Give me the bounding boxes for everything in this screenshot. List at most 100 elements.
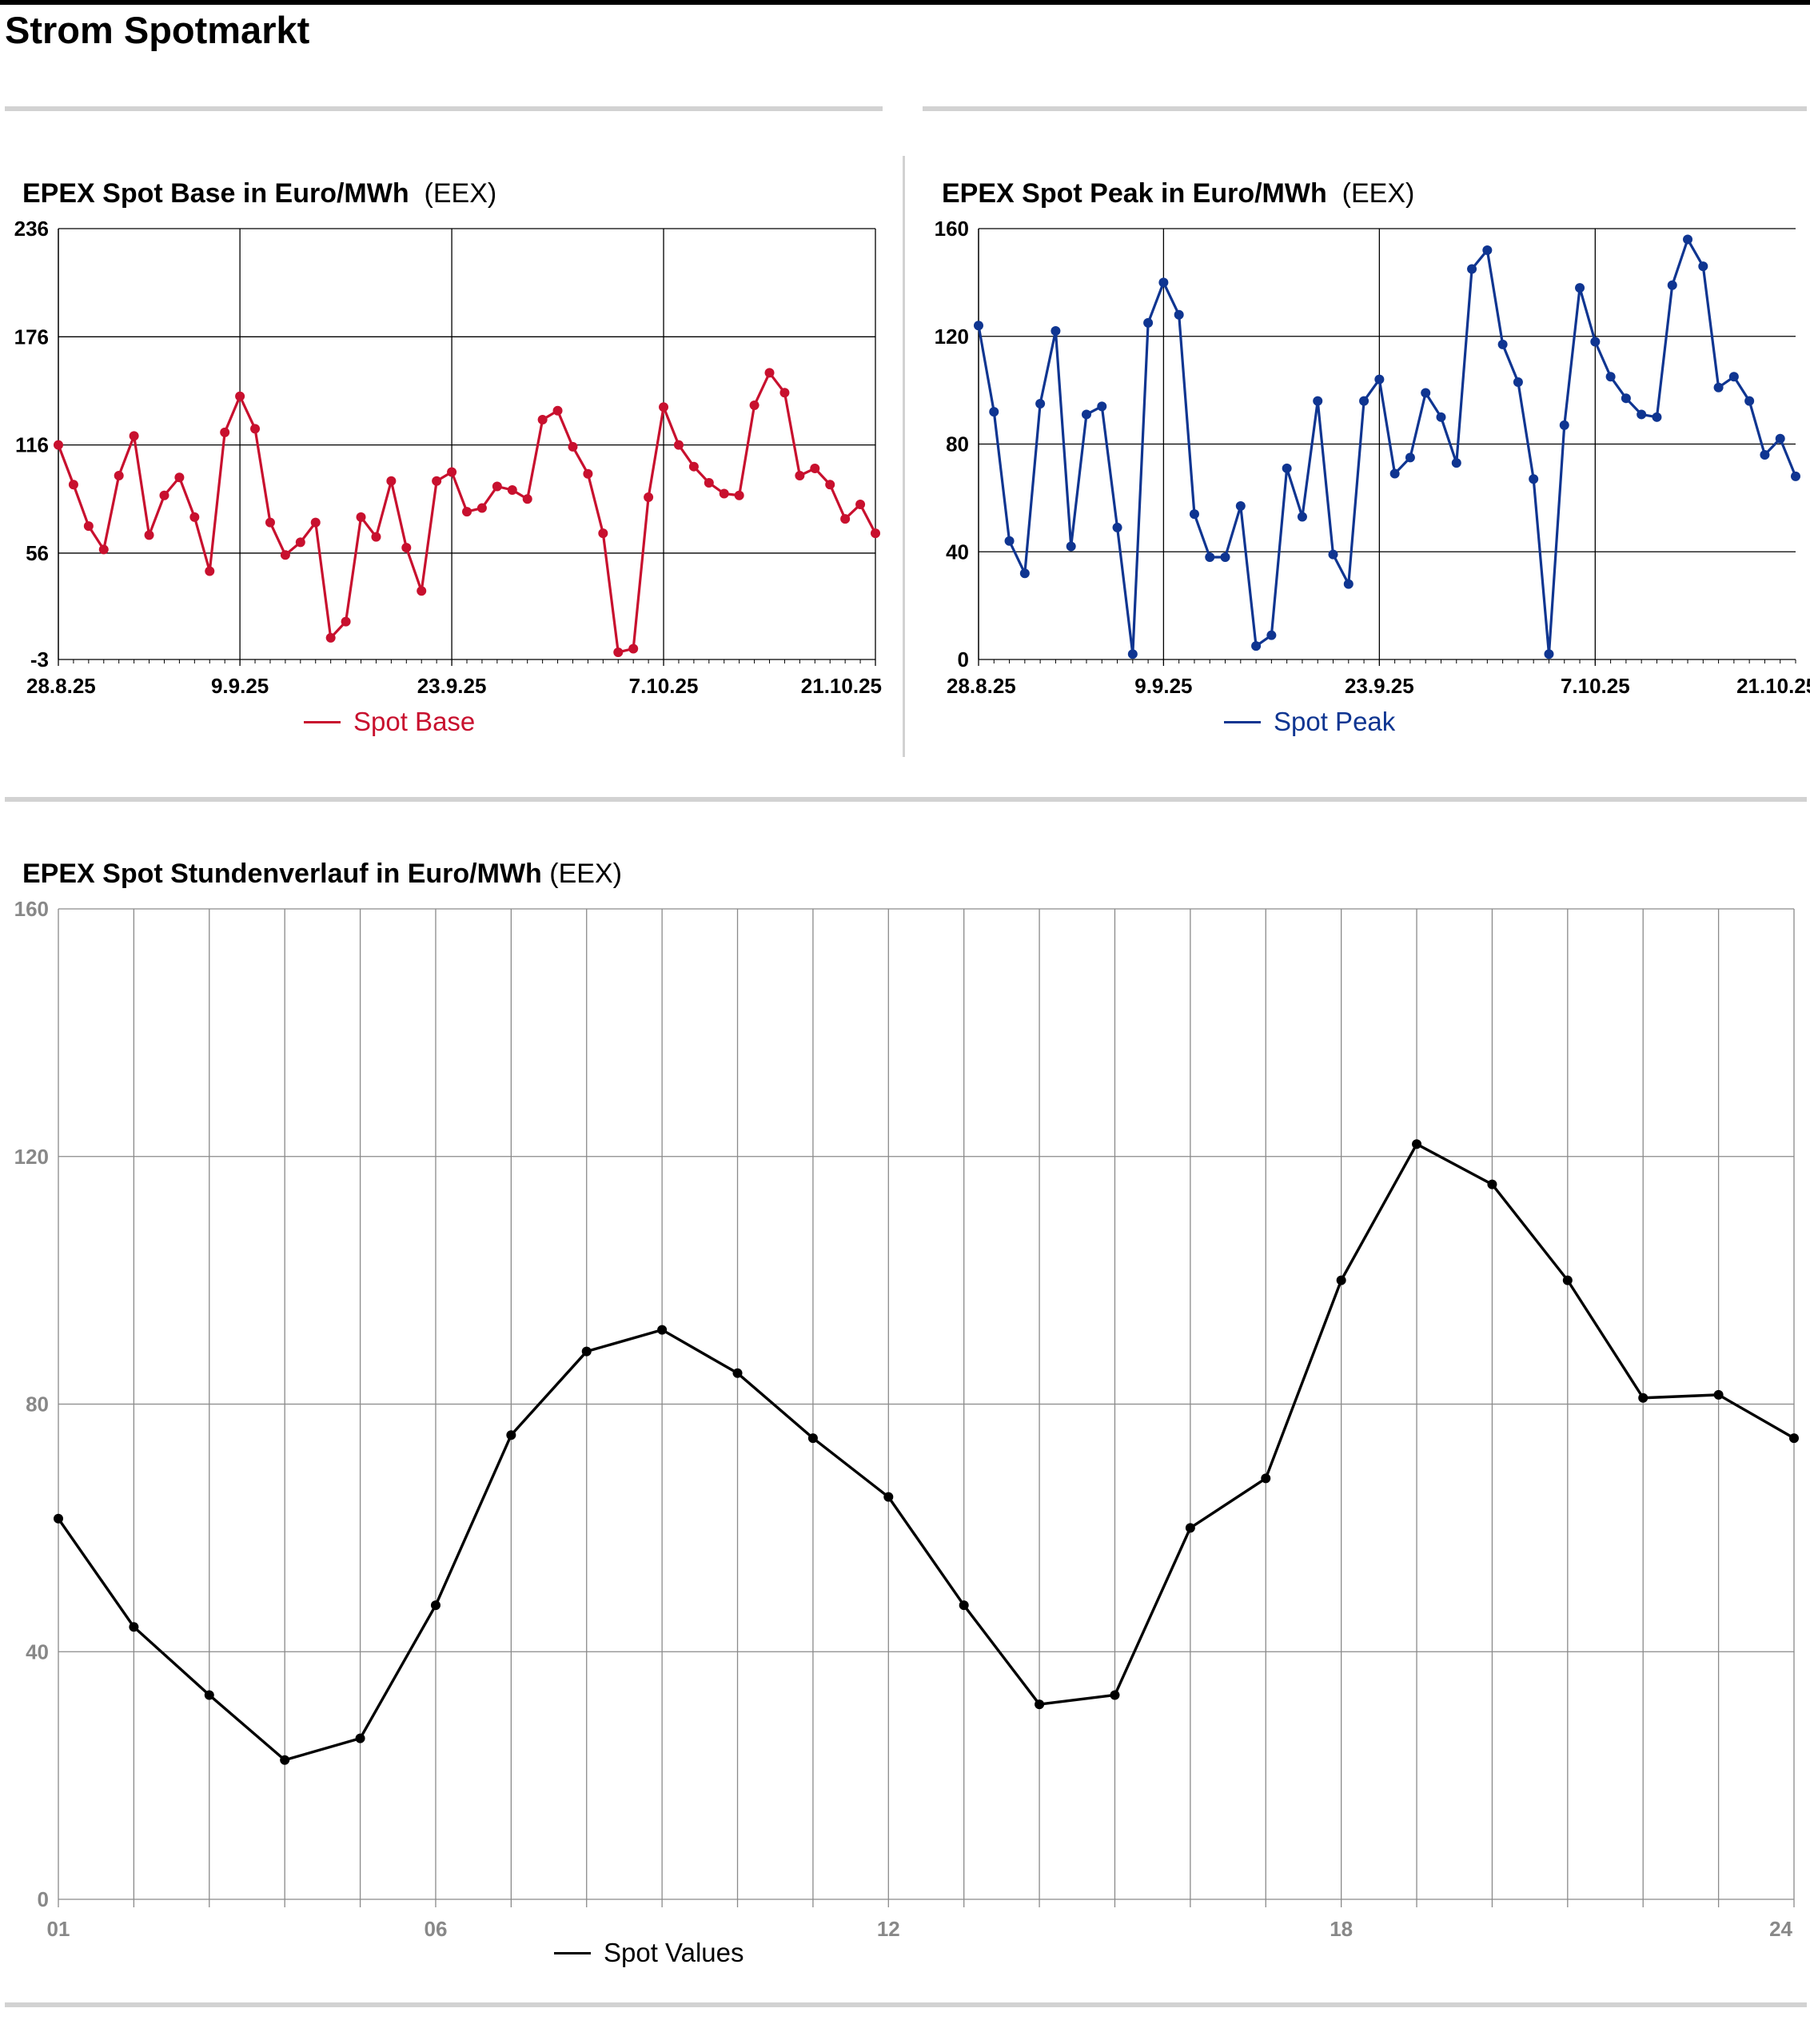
y-tick-label: 160 <box>14 897 49 921</box>
data-point <box>1487 1179 1497 1189</box>
y-tick-label: 40 <box>946 540 969 564</box>
data-point <box>1421 388 1431 398</box>
top-border <box>0 0 1810 5</box>
data-point <box>795 470 805 480</box>
data-point <box>83 521 94 532</box>
x-tick-label: 21.10.25 <box>1736 674 1810 698</box>
data-point <box>1374 374 1385 384</box>
x-tick-label: 9.9.25 <box>211 674 269 698</box>
legend-peak: Spot Peak <box>1224 707 1395 737</box>
data-point <box>235 391 245 401</box>
data-point <box>1004 536 1015 546</box>
data-point <box>552 405 563 416</box>
data-point <box>1336 1275 1346 1285</box>
y-tick-label: 176 <box>14 325 49 349</box>
data-point <box>1235 500 1246 511</box>
data-point <box>430 1600 441 1611</box>
legend-swatch <box>1224 720 1261 723</box>
data-point <box>688 461 699 472</box>
data-point <box>855 500 866 510</box>
y-tick-label: 40 <box>26 1640 49 1663</box>
data-point <box>355 1733 365 1743</box>
x-tick-label: 12 <box>877 1917 900 1941</box>
data-point <box>1158 277 1169 288</box>
legend-base: Spot Base <box>304 707 475 737</box>
data-point <box>1051 326 1061 337</box>
data-point <box>1436 412 1446 422</box>
data-point <box>462 507 472 517</box>
data-point <box>507 485 517 496</box>
chart-title-text: EPEX Spot Base in Euro/MWh <box>22 178 409 209</box>
chart-title-text: EPEX Spot Peak in Euro/MWh <box>942 178 1327 209</box>
data-point <box>598 528 608 539</box>
data-point <box>1359 396 1369 406</box>
data-point <box>568 441 578 452</box>
data-point <box>1467 264 1477 274</box>
y-tick-label: 120 <box>14 1145 49 1169</box>
data-point <box>1097 401 1107 412</box>
data-point <box>1112 522 1122 532</box>
data-point <box>250 424 261 434</box>
data-point <box>68 480 78 490</box>
data-point <box>1451 458 1461 468</box>
chart-source: (EEX) <box>549 859 622 889</box>
chart-title-peak: EPEX Spot Peak in Euro/MWh (EEX) <box>942 178 1414 209</box>
data-point <box>265 517 275 528</box>
data-point <box>1621 393 1631 404</box>
data-point <box>1389 468 1400 479</box>
data-point <box>581 1346 592 1357</box>
data-point <box>371 532 381 542</box>
data-point <box>1081 409 1091 420</box>
data-point <box>204 1690 214 1700</box>
data-point <box>356 512 366 522</box>
divider <box>5 2002 1807 2007</box>
data-point <box>659 402 669 412</box>
x-tick-label: 28.8.25 <box>26 674 96 698</box>
chart-title-base: EPEX Spot Base in Euro/MWh (EEX) <box>22 178 496 209</box>
data-point <box>492 481 502 492</box>
data-point <box>1728 372 1739 382</box>
data-point <box>295 537 305 548</box>
legend-swatch <box>304 720 341 723</box>
legend-label: Spot Base <box>353 707 476 736</box>
data-point <box>1110 1690 1120 1700</box>
data-point <box>583 468 593 479</box>
data-point <box>989 407 999 417</box>
data-point <box>476 503 487 513</box>
data-point <box>1189 509 1199 520</box>
data-point <box>401 543 412 553</box>
data-point <box>764 368 775 378</box>
data-point <box>220 427 230 437</box>
data-point <box>719 488 729 499</box>
data-point <box>1313 396 1323 406</box>
data-point <box>825 480 835 490</box>
x-tick-label: 28.8.25 <box>947 674 1016 698</box>
data-point <box>1405 452 1415 463</box>
data-point <box>114 470 124 480</box>
data-point <box>1266 630 1277 640</box>
data-point <box>959 1600 969 1611</box>
data-point <box>310 517 321 528</box>
data-point <box>779 388 790 398</box>
y-tick-label: 116 <box>15 433 49 457</box>
data-point <box>1127 649 1138 659</box>
data-point <box>1605 372 1616 382</box>
series-line <box>977 237 1797 655</box>
data-point <box>1328 549 1338 560</box>
y-tick-label: 160 <box>935 217 969 241</box>
data-point <box>447 467 457 477</box>
x-tick-label: 01 <box>47 1917 70 1941</box>
data-point <box>1412 1139 1422 1150</box>
data-point <box>732 1368 743 1378</box>
data-point <box>1713 382 1724 392</box>
data-point <box>1529 474 1539 484</box>
page-title: Strom Spotmarkt <box>5 9 310 51</box>
data-point <box>628 643 639 654</box>
legend-hourly: Spot Values <box>554 1938 744 1968</box>
data-point <box>537 415 548 425</box>
chart-title-hourly: EPEX Spot Stundenverlauf in Euro/MWh (EE… <box>22 859 622 890</box>
data-point <box>1562 1275 1573 1285</box>
data-point <box>1638 1393 1649 1403</box>
data-point <box>613 647 624 657</box>
